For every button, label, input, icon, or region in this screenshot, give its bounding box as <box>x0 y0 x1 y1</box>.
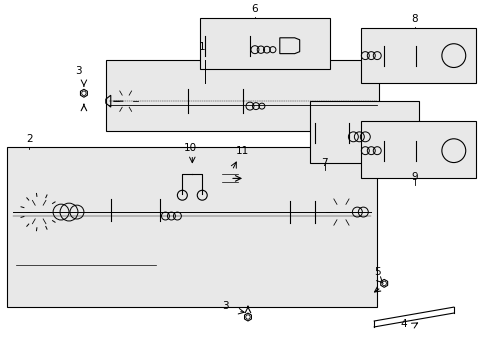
Bar <box>7 147 376 307</box>
Text: 2: 2 <box>26 134 33 144</box>
Text: 10: 10 <box>183 143 197 153</box>
Bar <box>309 101 418 163</box>
Text: 11: 11 <box>235 146 248 156</box>
Bar <box>315 199 323 213</box>
Text: 5: 5 <box>373 267 380 278</box>
Bar <box>92 199 100 213</box>
Text: 1: 1 <box>199 42 205 51</box>
Bar <box>361 121 475 179</box>
Bar <box>317 194 321 199</box>
Bar <box>200 18 329 69</box>
Bar <box>429 143 437 158</box>
Text: 3: 3 <box>222 301 228 311</box>
Bar <box>93 194 98 199</box>
Text: 3: 3 <box>76 66 82 76</box>
Bar <box>384 120 389 125</box>
Bar <box>361 28 475 84</box>
Text: 7: 7 <box>321 158 327 168</box>
Bar <box>170 87 174 91</box>
Bar <box>431 139 435 143</box>
Bar <box>429 46 437 61</box>
Text: 8: 8 <box>411 14 417 24</box>
Bar <box>105 59 379 131</box>
Bar <box>431 42 435 46</box>
Text: 4: 4 <box>400 319 407 329</box>
Text: 9: 9 <box>411 172 417 183</box>
Bar <box>383 125 390 141</box>
Text: 6: 6 <box>251 4 258 14</box>
Bar <box>168 91 176 105</box>
